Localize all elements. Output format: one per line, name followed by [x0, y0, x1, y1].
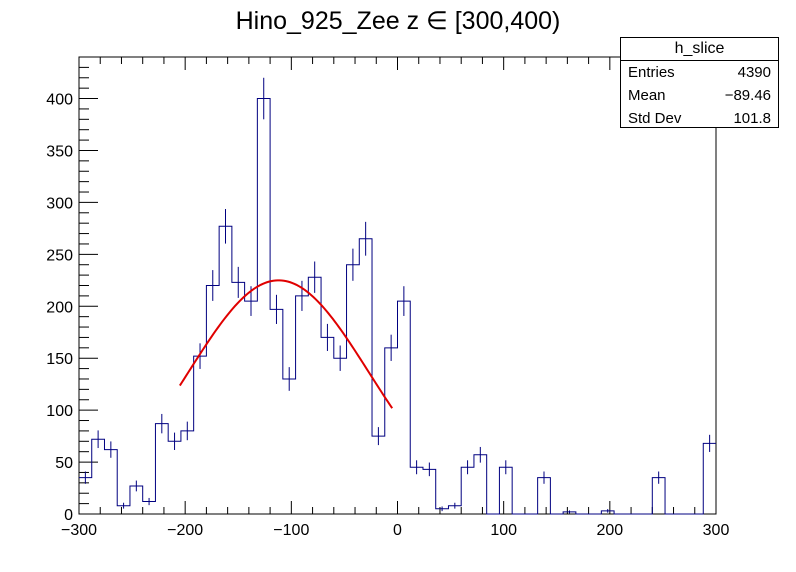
x-tick-label: 0 [393, 522, 402, 539]
x-tick-label: −200 [167, 522, 203, 539]
stats-label: Entries [628, 64, 675, 81]
y-tick-label: 150 [46, 351, 73, 368]
x-tick-label: −100 [273, 522, 309, 539]
stats-row-entries: Entries 4390 [621, 61, 778, 84]
stats-row-mean: Mean −89.46 [621, 84, 778, 107]
stats-value: 4390 [737, 64, 771, 81]
stats-value: −89.46 [724, 87, 771, 104]
x-tick-label: −300 [61, 522, 97, 539]
stats-box-title: h_slice [621, 38, 778, 61]
stats-value: 101.8 [733, 110, 771, 127]
axis-tick-labels: −300 −200 −100 0 100 200 300 0 50 100 150 200 250 300… [46, 92, 729, 539]
gaussian-fit-curve [179, 279, 394, 409]
y-tick-label: 400 [46, 92, 73, 109]
error-bars [84, 77, 711, 514]
stats-label: Std Dev [628, 110, 682, 127]
x-tick-label: 200 [596, 522, 623, 539]
y-tick-label: 200 [46, 299, 73, 316]
axis-ticks [78, 56, 717, 515]
x-tick-label: 100 [490, 522, 517, 539]
stats-row-stddev: Std Dev 101.8 [621, 107, 778, 130]
y-tick-label: 50 [55, 455, 73, 472]
chart-title: Hino_925_Zee z ∈ [300,400) [235, 7, 561, 35]
x-tick-label: 300 [703, 522, 730, 539]
y-tick-label: 350 [46, 143, 73, 160]
stats-box: h_slice Entries 4390 Mean −89.46 Std Dev… [620, 37, 779, 128]
y-tick-label: 100 [46, 403, 73, 420]
y-tick-label: 250 [46, 247, 73, 264]
histogram-line [79, 98, 716, 515]
y-tick-label: 300 [46, 195, 73, 212]
y-tick-label: 0 [64, 507, 73, 524]
stats-label: Mean [628, 87, 666, 104]
